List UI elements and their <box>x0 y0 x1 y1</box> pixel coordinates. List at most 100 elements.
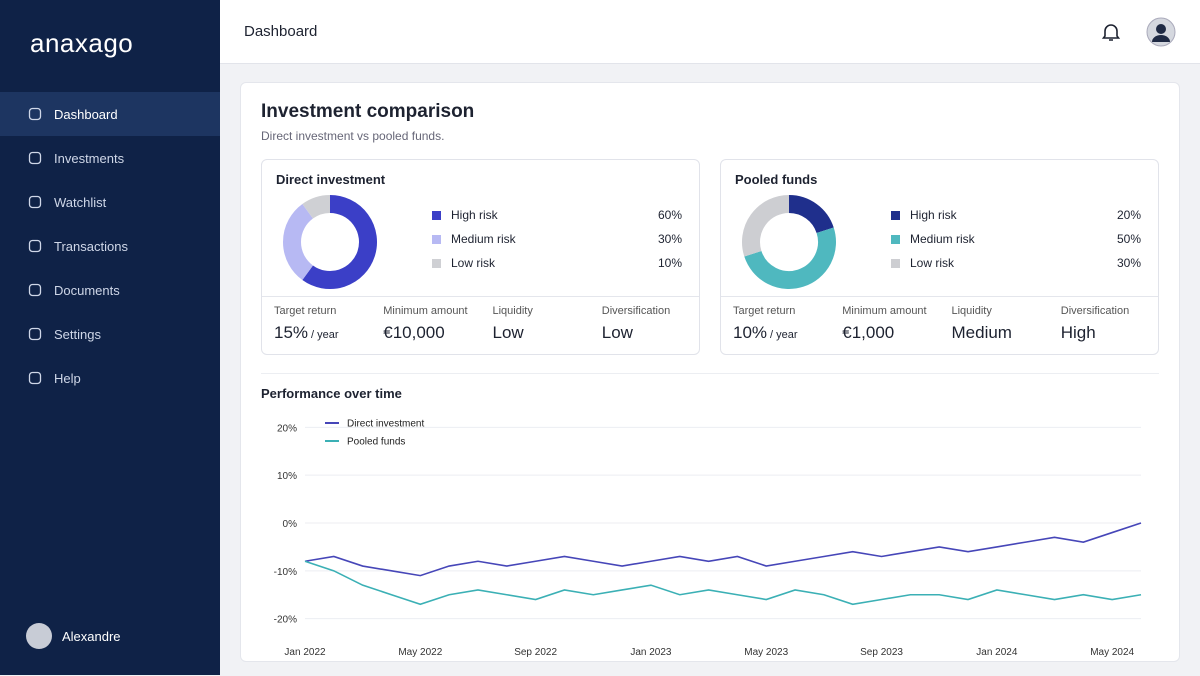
nav-label: Dashboard <box>54 106 118 122</box>
x-tick-label: May 2023 <box>744 647 788 658</box>
legend-row: High risk 60% <box>432 208 682 222</box>
page-title: Dashboard <box>244 23 318 40</box>
x-tick-label: Jan 2023 <box>630 647 672 658</box>
stat-value: Low <box>492 323 524 342</box>
nav-icon <box>28 327 42 341</box>
stat-value-box: €10,000 <box>383 323 468 343</box>
performance: Performance over time 20% 10% 0% -10% -20% Jan… <box>261 373 1159 676</box>
nav-icon <box>28 107 42 121</box>
stat-value-box: 10% / year <box>733 323 818 343</box>
x-tick-label: Sep 2023 <box>860 647 903 658</box>
stat-label: Minimum amount <box>383 305 468 317</box>
stat-label: Target return <box>274 305 337 317</box>
nav-item[interactable]: Transactions <box>0 224 220 268</box>
legend-row: Low risk 10% <box>432 256 682 270</box>
legend-swatch <box>891 210 900 220</box>
stat: Target return 10% / year <box>721 297 830 354</box>
value-label: 30% <box>1116 256 1141 270</box>
stat-value-box: 15% / year <box>274 323 359 343</box>
donut-segment <box>302 195 377 289</box>
stat-value-box: Low <box>602 323 687 343</box>
value-label: 10% <box>657 256 682 270</box>
nav-icon-shape <box>28 371 42 385</box>
stat-unit: / year <box>770 329 798 341</box>
value-label: 60% <box>657 208 682 222</box>
value-label: 30% <box>657 232 682 246</box>
nav-icon-shape <box>28 283 42 297</box>
nav-item[interactable]: Help <box>0 356 220 400</box>
nav-label: Documents <box>54 282 120 298</box>
line-series <box>304 522 1142 577</box>
stat-value: Low <box>601 323 633 342</box>
nav-icon-shape <box>28 327 42 341</box>
nav-icon <box>28 371 42 385</box>
donut-segment <box>788 195 834 234</box>
legend-label: Low risk <box>910 256 955 270</box>
nav-icon-shape <box>28 107 42 121</box>
nav-item[interactable]: Dashboard <box>0 92 220 136</box>
legend-row: Low risk 30% <box>891 256 1141 270</box>
stat: Diversification Low <box>590 297 699 354</box>
line-series <box>304 560 1142 606</box>
legend-label: Medium risk <box>451 232 516 246</box>
nav-icon-shape <box>28 151 42 165</box>
legend-label: High risk <box>910 208 957 222</box>
profile-avatar[interactable] <box>1146 17 1176 47</box>
stat: Target return 15% / year <box>262 297 371 354</box>
nav-icon <box>28 195 42 209</box>
nav-item[interactable]: Documents <box>0 268 220 312</box>
panels: Direct investment High risk 60% Medium risk… <box>261 159 1159 355</box>
x-tick-label: Jan 2024 <box>976 647 1018 658</box>
stat-label: Diversification <box>1060 305 1130 317</box>
logo[interactable]: anaxago <box>30 28 134 58</box>
y-tick-label: -20% <box>274 615 297 626</box>
avatar <box>26 623 52 649</box>
nav-item[interactable]: Watchlist <box>0 180 220 224</box>
x-tick-label: Sep 2022 <box>514 647 557 658</box>
donut <box>742 195 836 289</box>
sidebar: anaxago Dashboard Investments Watchlist Tra… <box>0 0 220 675</box>
chart-title: Performance over time <box>261 386 402 401</box>
legend-swatch <box>432 210 441 220</box>
donut-segment <box>744 227 836 289</box>
legend-label: High risk <box>451 208 498 222</box>
donut-segment <box>302 195 331 219</box>
legend-row: High risk 20% <box>891 208 1141 222</box>
stat-value: 10% <box>733 323 768 342</box>
stat-value: High <box>1060 323 1096 342</box>
legend-label: Medium risk <box>910 232 975 246</box>
legend-label: Low risk <box>451 256 496 270</box>
legend-row: Medium risk 30% <box>432 232 682 246</box>
legend-row: Medium risk 50% <box>891 232 1141 246</box>
stat-value: €1,000 <box>842 323 895 342</box>
nav-menu: Dashboard Investments Watchlist Transaction… <box>0 92 220 400</box>
comparison-card: Investment comparison Direct investment … <box>240 82 1180 662</box>
stat-unit: / year <box>311 329 339 341</box>
stat-label: Liquidity <box>492 305 533 317</box>
nav-label: Settings <box>54 326 101 342</box>
stat-value-box: High <box>1061 323 1146 343</box>
user[interactable]: Alexandre <box>26 623 121 649</box>
stat-value: 15% <box>274 323 309 342</box>
donut <box>283 195 377 289</box>
stats-row: Target return 15% / year Minimum amount €10,… <box>262 296 699 354</box>
stat: Liquidity Low <box>481 297 590 354</box>
stat: Minimum amount €1,000 <box>830 297 939 354</box>
nav-item[interactable]: Settings <box>0 312 220 356</box>
nav-icon-shape <box>28 195 42 209</box>
stat-value-box: Low <box>493 323 578 343</box>
legend-swatch <box>891 234 900 244</box>
stat: Diversification High <box>1049 297 1158 354</box>
user-name: Alexandre <box>62 628 121 644</box>
stat: Liquidity Medium <box>940 297 1049 354</box>
value-label: 50% <box>1116 232 1141 246</box>
stat: Minimum amount €10,000 <box>371 297 480 354</box>
y-tick-label: -10% <box>274 567 297 578</box>
legend-swatch <box>432 258 441 268</box>
stat-label: Diversification <box>601 305 671 317</box>
nav-icon <box>28 151 42 165</box>
stat-value: Medium <box>951 323 1012 342</box>
card-subtitle: Direct investment vs pooled funds. <box>261 129 445 143</box>
nav-item[interactable]: Investments <box>0 136 220 180</box>
bell-icon[interactable] <box>1100 21 1122 43</box>
